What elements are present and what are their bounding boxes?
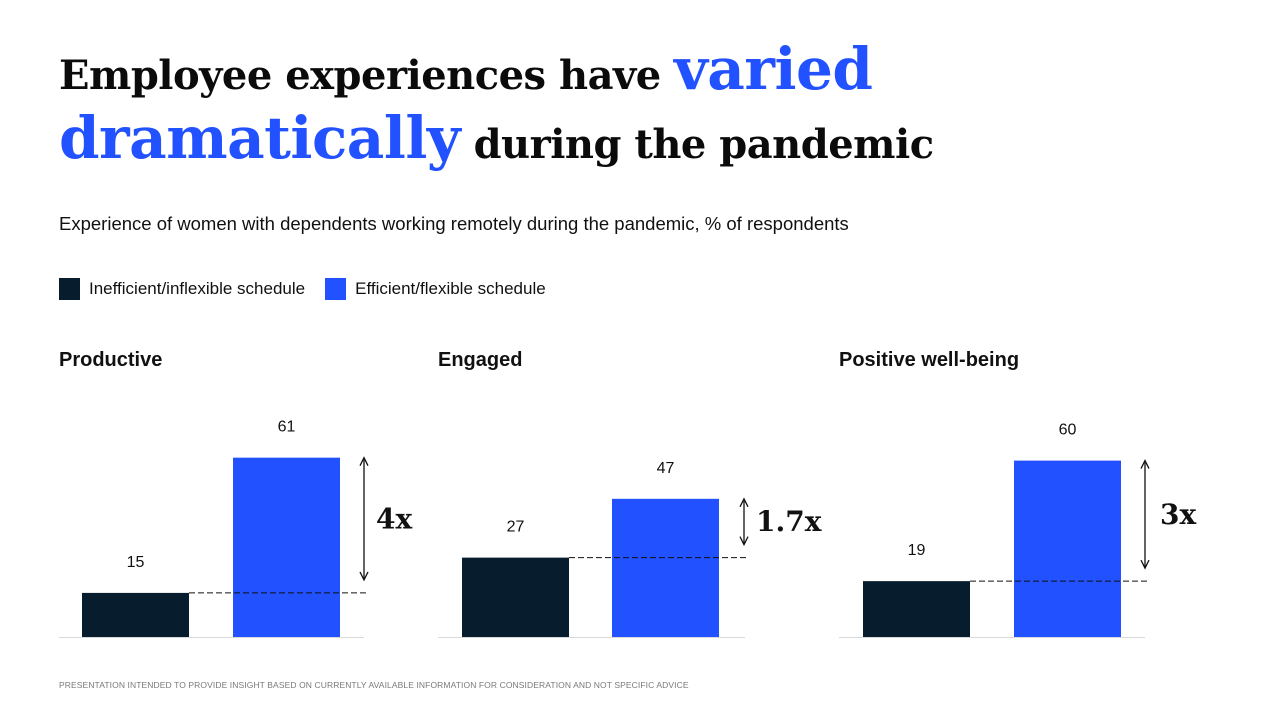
footer-disclaimer: PRESENTATION INTENDED TO PROVIDE INSIGHT…: [59, 680, 689, 690]
legend-label-efficient: Efficient/flexible schedule: [355, 279, 546, 298]
arrow-head-bottom-productive: [359, 571, 369, 582]
legend-swatch-blue: [325, 278, 347, 300]
bar-well-being-efficient: [1014, 460, 1121, 637]
title-part2: during the pandemic: [460, 121, 935, 168]
bar-engaged-efficient: [612, 498, 719, 637]
title-highlight-varied: varied: [674, 35, 873, 103]
multiplier-label-productive: 4x: [376, 502, 412, 535]
chart-title-engaged: Engaged: [438, 349, 522, 371]
bar-productive-inefficient: [82, 592, 189, 637]
data-label-productive-inefficient: 15: [127, 554, 145, 571]
multiplier-label-well-being: 3x: [1160, 498, 1196, 531]
chart-title-productive: Productive: [59, 349, 162, 371]
arrow-head-top-well-being: [1140, 459, 1150, 469]
bar-productive-efficient: [233, 457, 340, 637]
page-title: Employee experiences have varied dramatic…: [59, 38, 1059, 176]
title-part1: Employee experiences have: [59, 52, 675, 99]
legend: Inefficient/inflexible schedule Efficien…: [59, 278, 566, 300]
data-label-well-being-inefficient: 19: [908, 542, 926, 559]
title-highlight-dramatically: dramatically: [59, 104, 461, 172]
data-label-productive-efficient: 61: [278, 419, 296, 436]
chart-subtitle: Experience of women with dependents work…: [59, 213, 849, 234]
legend-item-efficient: Efficient/flexible schedule: [325, 278, 546, 300]
legend-swatch-dark: [59, 278, 80, 300]
multiplier-label-engaged: 1.7x: [756, 505, 822, 538]
chart-title-well-being: Positive well-being: [839, 349, 1019, 371]
bar-engaged-inefficient: [462, 557, 569, 637]
legend-label-inefficient: Inefficient/inflexible schedule: [89, 279, 306, 298]
data-label-well-being-efficient: 60: [1059, 422, 1077, 439]
arrow-head-bottom-engaged: [739, 536, 749, 547]
bar-well-being-inefficient: [863, 581, 970, 637]
data-label-engaged-inefficient: 27: [507, 519, 525, 536]
legend-item-inefficient: Inefficient/inflexible schedule: [59, 278, 305, 300]
arrow-head-top-productive: [359, 456, 369, 466]
arrow-head-top-engaged: [739, 497, 749, 508]
arrow-head-bottom-well-being: [1140, 559, 1150, 570]
data-label-engaged-efficient: 47: [657, 460, 675, 477]
